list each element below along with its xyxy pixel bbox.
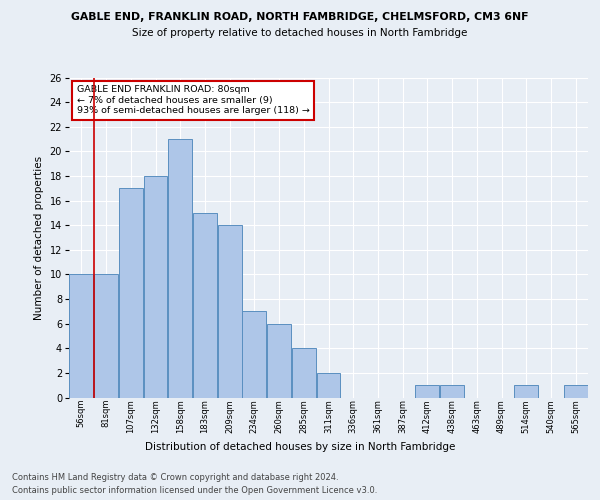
Bar [267, 324, 291, 398]
Bar [70, 274, 94, 398]
Text: Distribution of detached houses by size in North Fambridge: Distribution of detached houses by size … [145, 442, 455, 452]
Bar [292, 348, 316, 398]
Bar [218, 225, 242, 398]
Bar [514, 385, 538, 398]
Bar [440, 385, 464, 398]
Text: Contains HM Land Registry data © Crown copyright and database right 2024.: Contains HM Land Registry data © Crown c… [12, 472, 338, 482]
Y-axis label: Number of detached properties: Number of detached properties [34, 156, 44, 320]
Bar [242, 312, 266, 398]
Bar [168, 139, 192, 398]
Text: GABLE END FRANKLIN ROAD: 80sqm
← 7% of detached houses are smaller (9)
93% of se: GABLE END FRANKLIN ROAD: 80sqm ← 7% of d… [77, 86, 310, 116]
Text: Size of property relative to detached houses in North Fambridge: Size of property relative to detached ho… [133, 28, 467, 38]
Bar [193, 213, 217, 398]
Text: Contains public sector information licensed under the Open Government Licence v3: Contains public sector information licen… [12, 486, 377, 495]
Bar [143, 176, 167, 398]
Text: GABLE END, FRANKLIN ROAD, NORTH FAMBRIDGE, CHELMSFORD, CM3 6NF: GABLE END, FRANKLIN ROAD, NORTH FAMBRIDG… [71, 12, 529, 22]
Bar [119, 188, 143, 398]
Bar [94, 274, 118, 398]
Bar [563, 385, 587, 398]
Bar [415, 385, 439, 398]
Bar [317, 373, 340, 398]
